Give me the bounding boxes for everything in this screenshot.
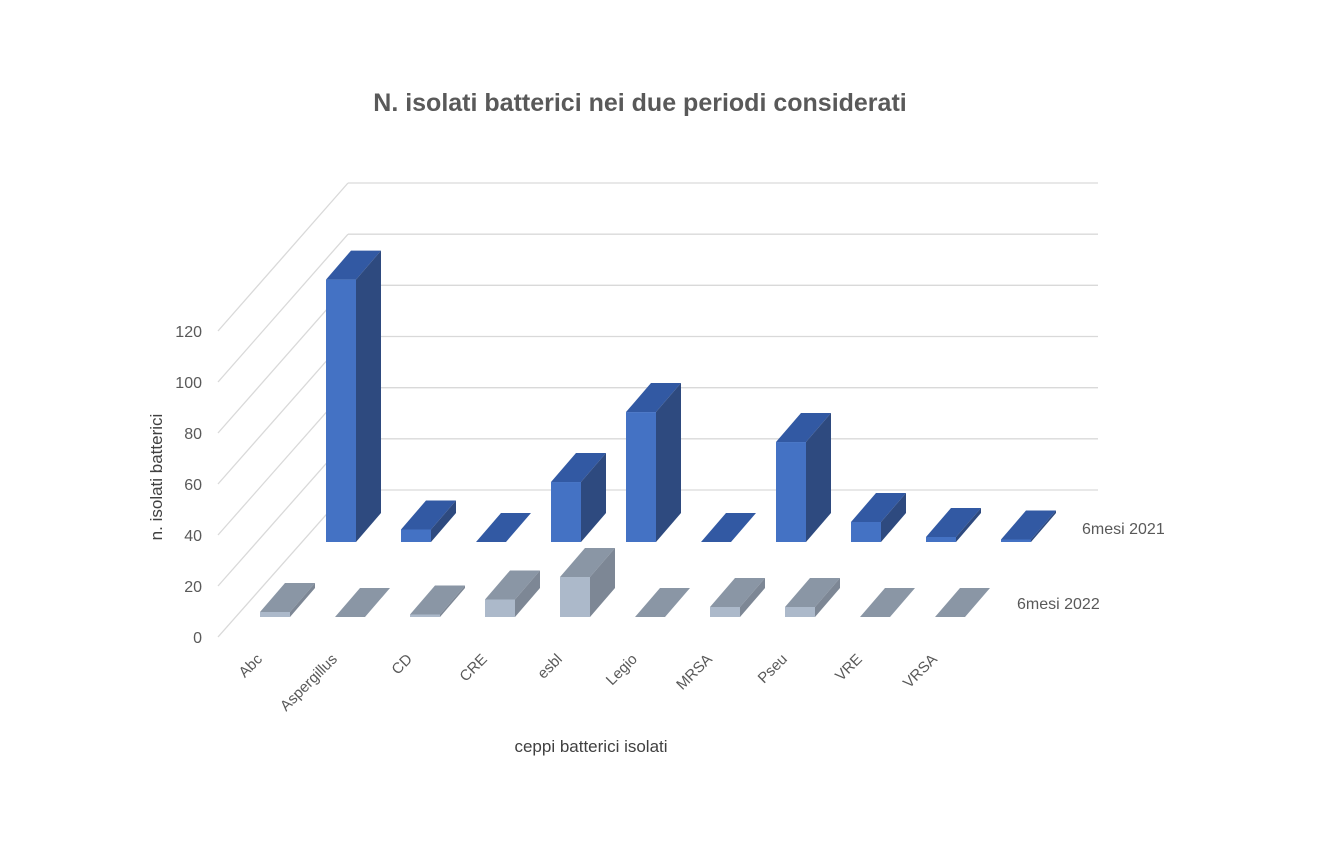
y-tick-label: 20 xyxy=(184,579,202,596)
bar-top-2022-CD xyxy=(410,585,465,615)
bar-side-2021-Abc xyxy=(356,250,381,543)
bar-side-2021-CRE xyxy=(581,453,606,542)
x-tick-label: MRSA xyxy=(673,651,716,694)
bar-side-2022-Abc xyxy=(290,583,315,617)
bar-top-2022-VRE xyxy=(860,588,915,617)
bar-side-2022-esbl xyxy=(590,548,615,617)
bar-2022-esbl xyxy=(560,577,590,617)
bar-top-2021-Pseu xyxy=(851,493,906,523)
bar-top-2021-MRSA xyxy=(776,413,831,443)
bar-top-2022-esbl xyxy=(560,548,615,578)
bar-top-2022-MRSA xyxy=(710,578,765,608)
bar-2021-Pseu xyxy=(851,522,881,542)
side-gridline xyxy=(217,182,349,332)
y-tick-label: 100 xyxy=(175,375,202,392)
bar-side-2021-esbl xyxy=(656,383,681,542)
x-tick-label: Aspergillus xyxy=(277,651,341,715)
x-tick-label: VRE xyxy=(832,651,866,685)
bar-2021-VRE xyxy=(926,537,956,542)
x-tick-label: Legio xyxy=(603,651,641,689)
y-tick-label: 0 xyxy=(193,630,202,647)
bar-top-2021-Legio xyxy=(701,513,756,542)
side-gridline xyxy=(217,233,349,383)
bar-2022-CD xyxy=(410,614,440,617)
x-tick-label: CD xyxy=(388,651,415,678)
x-tick-label: CRE xyxy=(456,651,490,685)
bar-2022-Pseu xyxy=(785,607,815,617)
y-tick-label: 40 xyxy=(184,528,202,545)
bar-top-2022-VRSA xyxy=(935,588,990,617)
bar-2021-CRE xyxy=(551,482,581,542)
bar-top-2022-Abc xyxy=(260,583,315,613)
bar-2021-esbl xyxy=(626,412,656,542)
bar-side-2022-CRE xyxy=(515,570,540,617)
bar-top-2022-Pseu xyxy=(785,578,840,608)
series-label-2021: 6mesi 2021 xyxy=(1082,521,1165,538)
bar-top-2021-CD xyxy=(476,513,531,542)
y-axis-title: n. isolati batterici xyxy=(147,414,166,541)
bar-top-2022-Legio xyxy=(635,588,690,617)
bar-side-2022-MRSA xyxy=(740,578,765,617)
bar-top-2021-Abc xyxy=(326,250,381,280)
bar-2022-CRE xyxy=(485,599,515,617)
bar-side-2021-VRE xyxy=(956,508,981,542)
bar-2021-MRSA xyxy=(776,442,806,542)
bar-top-2021-CRE xyxy=(551,453,606,483)
gridlines xyxy=(217,182,1098,638)
x-tick-label: Abc xyxy=(236,650,267,681)
bar-side-2021-MRSA xyxy=(806,413,831,542)
bar-side-2021-Pseu xyxy=(881,493,906,542)
bar-top-2021-esbl xyxy=(626,383,681,413)
bar-side-2022-Pseu xyxy=(815,578,840,617)
x-tick-label: Pseu xyxy=(755,651,791,687)
y-tick-label: 120 xyxy=(175,324,202,341)
bar-top-2022-Aspergillus xyxy=(335,588,390,617)
x-tick-label: VRSA xyxy=(900,651,941,692)
bar-2022-MRSA xyxy=(710,607,740,617)
bars xyxy=(260,250,1056,617)
bar-2021-Abc xyxy=(326,279,356,542)
bar-top-2021-VRE xyxy=(926,508,981,538)
x-tick-label: esbl xyxy=(534,651,565,682)
series-label-2022: 6mesi 2022 xyxy=(1017,596,1100,613)
bar-side-2022-CD xyxy=(440,585,465,617)
bar-top-2022-CRE xyxy=(485,570,540,600)
bar-2021-VRSA xyxy=(1001,539,1031,542)
y-tick-label: 60 xyxy=(184,477,202,494)
chart-title: N. isolati batterici nei due periodi con… xyxy=(373,89,906,117)
x-axis-title: ceppi batterici isolati xyxy=(514,737,667,756)
y-tick-label: 80 xyxy=(184,426,202,443)
bar-2021-Aspergillus xyxy=(401,529,431,542)
bar-side-2021-VRSA xyxy=(1031,510,1056,542)
bar-top-2021-VRSA xyxy=(1001,510,1056,540)
bar-2022-Abc xyxy=(260,612,290,617)
bar-side-2021-Aspergillus xyxy=(431,500,456,542)
bar-top-2021-Aspergillus xyxy=(401,500,456,530)
